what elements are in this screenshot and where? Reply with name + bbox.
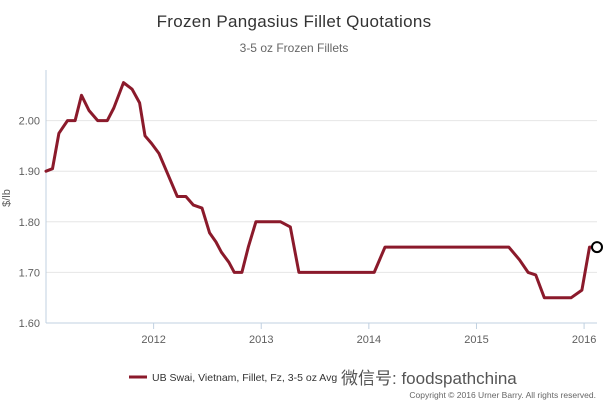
x-tick-label: 2013 <box>249 334 273 346</box>
copyright-text: Copyright © 2016 Urner Barry. All rights… <box>409 390 596 400</box>
y-tick-label: 1.90 <box>19 166 40 178</box>
x-tick-label: 2012 <box>141 334 165 346</box>
legend-label: UB Swai, Vietnam, Fillet, Fz, 3-5 oz Avg <box>152 372 337 384</box>
series-group <box>44 81 603 300</box>
y-tick-label: 1.70 <box>19 267 40 279</box>
x-tick-label: 2014 <box>357 334 381 346</box>
last-point-marker[interactable] <box>591 241 603 254</box>
chart-title: Frozen Pangasius Fillet Quotations <box>157 12 432 31</box>
x-tick-label: 2016 <box>572 334 596 346</box>
watermark-text: 微信号: foodspathchina <box>341 369 517 388</box>
x-axis-ticks: 2012 2013 2014 2015 2016 <box>141 323 596 346</box>
y-axis-ticks: 1.60 1.70 1.80 1.90 2.00 <box>19 116 40 330</box>
grid-lines <box>45 70 597 324</box>
legend[interactable]: UB Swai, Vietnam, Fillet, Fz, 3-5 oz Avg <box>129 372 337 384</box>
series-line-0 <box>44 81 599 300</box>
y-axis-title: $/lb <box>1 189 13 207</box>
y-tick-label: 2.00 <box>19 116 40 128</box>
chart-subtitle: 3-5 oz Frozen Fillets <box>240 41 349 55</box>
x-tick-label: 2015 <box>464 334 488 346</box>
y-tick-label: 1.80 <box>19 217 40 229</box>
y-tick-label: 1.60 <box>19 318 40 330</box>
